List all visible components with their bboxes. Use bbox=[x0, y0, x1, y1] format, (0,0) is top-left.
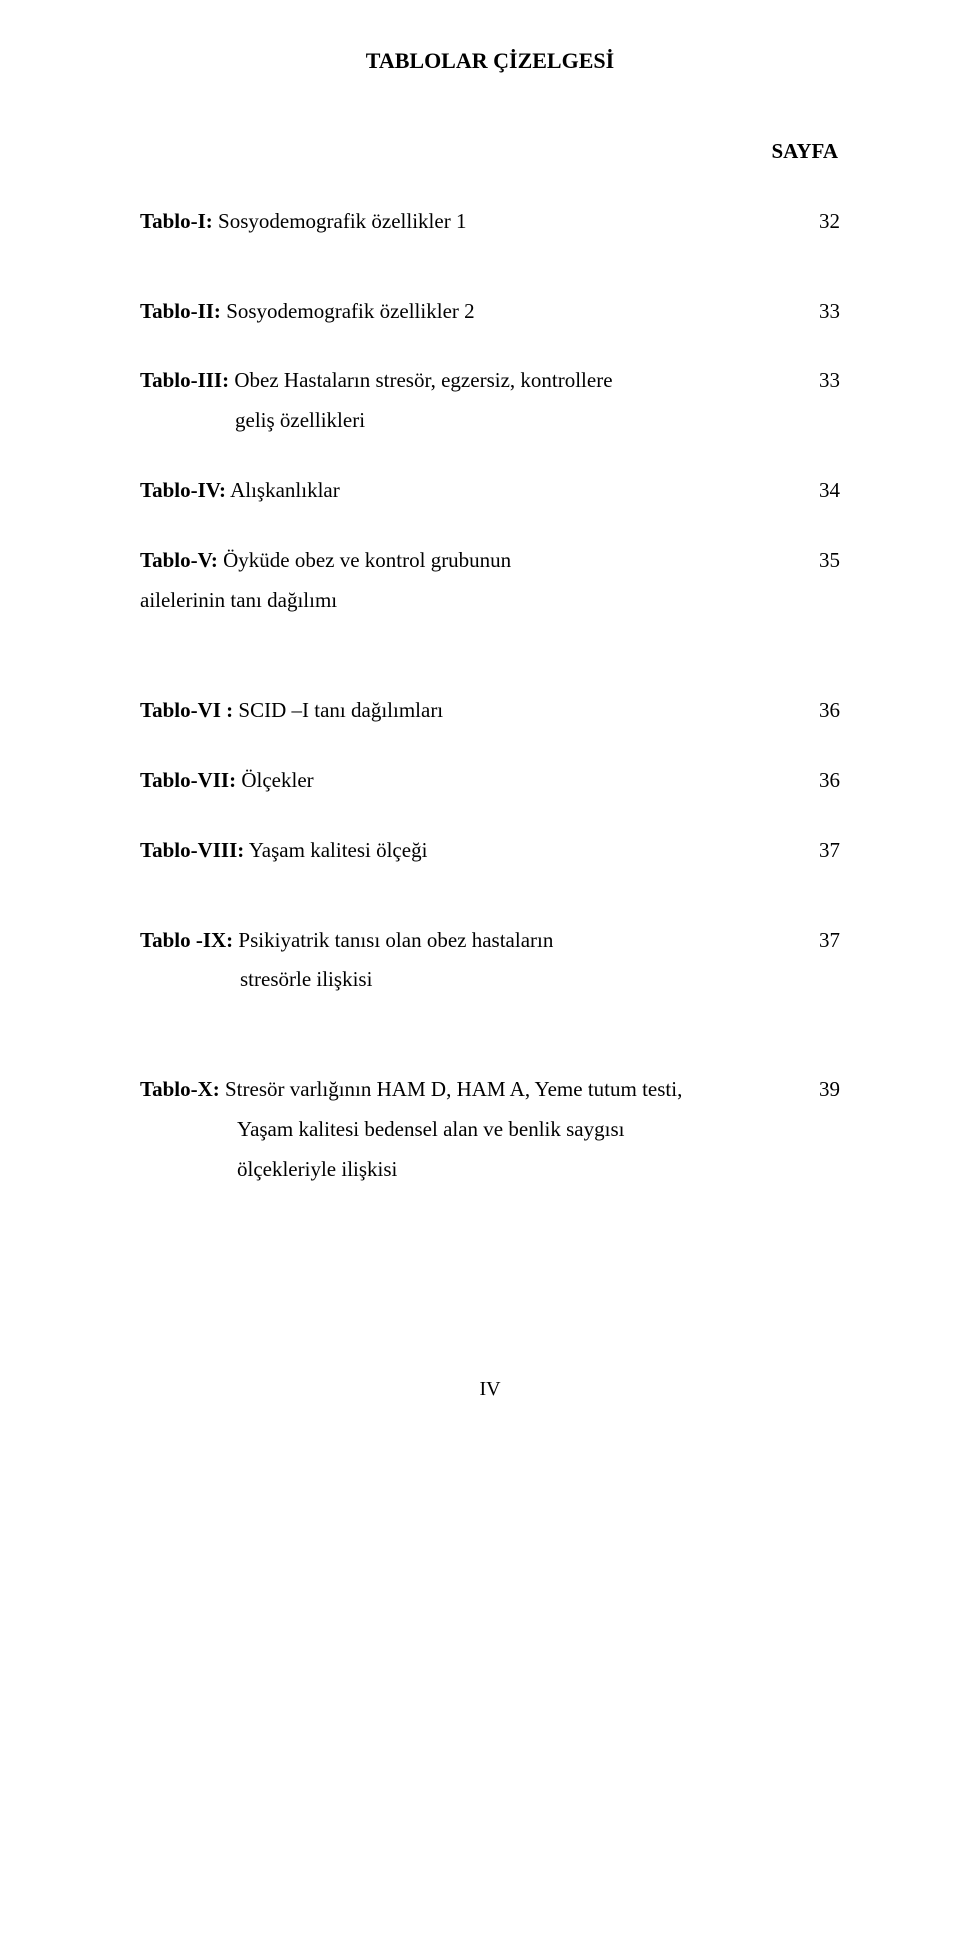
toc-entry: Tablo-II: Sosyodemografik özellikler 233 bbox=[140, 292, 840, 332]
toc-entry-label: Tablo-III: bbox=[140, 368, 229, 392]
toc-entry-description: Ölçekler bbox=[236, 768, 314, 792]
toc-entry: Tablo-III: Obez Hastaların stresör, egze… bbox=[140, 361, 840, 441]
toc-entry-text: ölçekleriyle ilişkisi bbox=[140, 1150, 800, 1190]
toc-entry-text: Tablo-V: Öyküde obez ve kontrol grubunun bbox=[140, 541, 800, 581]
toc-entry-label: Tablo-VI : bbox=[140, 698, 233, 722]
toc-entry-page: 39 bbox=[800, 1070, 840, 1110]
toc-entry: ailelerinin tanı dağılımı bbox=[140, 581, 840, 621]
toc-entry-text: Tablo-IV: Alışkanlıklar bbox=[140, 471, 800, 511]
toc-entry-description: ailelerinin tanı dağılımı bbox=[140, 588, 337, 612]
toc-entry-label: Tablo-V: bbox=[140, 548, 218, 572]
toc-entry: Tablo-X: Stresör varlığının HAM D, HAM A… bbox=[140, 1070, 840, 1110]
toc-entry-description: Yaşam kalitesi ölçeği bbox=[244, 838, 427, 862]
toc-entry-description: ölçekleriyle ilişkisi bbox=[237, 1157, 397, 1181]
toc-entry: Tablo-VI : SCID –I tanı dağılımları36 bbox=[140, 691, 840, 731]
toc-entry-page: 33 bbox=[800, 292, 840, 332]
toc-entry: Tablo-V: Öyküde obez ve kontrol grubunun… bbox=[140, 541, 840, 581]
toc-entry-page: 33 bbox=[800, 361, 840, 401]
toc-entry-label: Tablo-X: bbox=[140, 1077, 220, 1101]
toc-entry-text: Tablo-III: Obez Hastaların stresör, egze… bbox=[140, 361, 800, 441]
toc-entry-page: 37 bbox=[800, 921, 840, 961]
toc-entry-description: SCID –I tanı dağılımları bbox=[233, 698, 443, 722]
toc-entry-continuation: stresörle ilişkisi bbox=[140, 960, 780, 1000]
toc-entry-text: ailelerinin tanı dağılımı bbox=[140, 581, 800, 621]
toc-entry-text: Yaşam kalitesi bedensel alan ve benlik s… bbox=[140, 1110, 800, 1150]
table-of-contents: Tablo-I: Sosyodemografik özellikler 132T… bbox=[140, 202, 840, 1190]
toc-entry: Tablo -IX: Psikiyatrik tanısı olan obez … bbox=[140, 921, 840, 1001]
toc-entry-continuation: geliş özellikleri bbox=[140, 401, 780, 441]
toc-entry-label: Tablo-II: bbox=[140, 299, 221, 323]
toc-entry-page: 36 bbox=[800, 761, 840, 801]
toc-entry-description: Öyküde obez ve kontrol grubunun bbox=[218, 548, 511, 572]
toc-entry: Tablo-VIII: Yaşam kalitesi ölçeği37 bbox=[140, 831, 840, 871]
toc-entry-page: 37 bbox=[800, 831, 840, 871]
toc-entry-text: Tablo-II: Sosyodemografik özellikler 2 bbox=[140, 292, 800, 332]
toc-entry-text: Tablo-I: Sosyodemografik özellikler 1 bbox=[140, 202, 800, 242]
toc-entry-description: Psikiyatrik tanısı olan obez hastaların bbox=[233, 928, 553, 952]
toc-entry: Tablo-VII: Ölçekler36 bbox=[140, 761, 840, 801]
toc-entry-page: 35 bbox=[800, 541, 840, 581]
toc-entry: Tablo-IV: Alışkanlıklar34 bbox=[140, 471, 840, 511]
toc-entry-page: 36 bbox=[800, 691, 840, 731]
toc-entry-description: Obez Hastaların stresör, egzersiz, kontr… bbox=[229, 368, 612, 392]
page-number-footer: IV bbox=[140, 1370, 840, 1408]
column-header-page: SAYFA bbox=[140, 132, 840, 172]
toc-entry-text: Tablo-VI : SCID –I tanı dağılımları bbox=[140, 691, 800, 731]
toc-entry-page: 32 bbox=[800, 202, 840, 242]
toc-entry: Yaşam kalitesi bedensel alan ve benlik s… bbox=[140, 1110, 840, 1150]
page-title: TABLOLAR ÇİZELGESİ bbox=[140, 40, 840, 82]
toc-entry: Tablo-I: Sosyodemografik özellikler 132 bbox=[140, 202, 840, 242]
toc-entry-label: Tablo -IX: bbox=[140, 928, 233, 952]
toc-entry-description: Stresör varlığının HAM D, HAM A, Yeme tu… bbox=[220, 1077, 683, 1101]
toc-entry-label: Tablo-I: bbox=[140, 209, 213, 233]
toc-entry-text: Tablo-VII: Ölçekler bbox=[140, 761, 800, 801]
toc-entry-description: Alışkanlıklar bbox=[226, 478, 340, 502]
toc-entry-text: Tablo-X: Stresör varlığının HAM D, HAM A… bbox=[140, 1070, 800, 1110]
toc-entry-description: Sosyodemografik özellikler 2 bbox=[221, 299, 475, 323]
toc-entry-description: Sosyodemografik özellikler 1 bbox=[213, 209, 467, 233]
toc-entry-label: Tablo-IV: bbox=[140, 478, 226, 502]
toc-entry-text: Tablo-VIII: Yaşam kalitesi ölçeği bbox=[140, 831, 800, 871]
toc-entry-text: Tablo -IX: Psikiyatrik tanısı olan obez … bbox=[140, 921, 800, 1001]
toc-entry-label: Tablo-VIII: bbox=[140, 838, 244, 862]
toc-entry: ölçekleriyle ilişkisi bbox=[140, 1150, 840, 1190]
toc-entry-label: Tablo-VII: bbox=[140, 768, 236, 792]
toc-entry-description: Yaşam kalitesi bedensel alan ve benlik s… bbox=[237, 1117, 624, 1141]
toc-entry-page: 34 bbox=[800, 471, 840, 511]
